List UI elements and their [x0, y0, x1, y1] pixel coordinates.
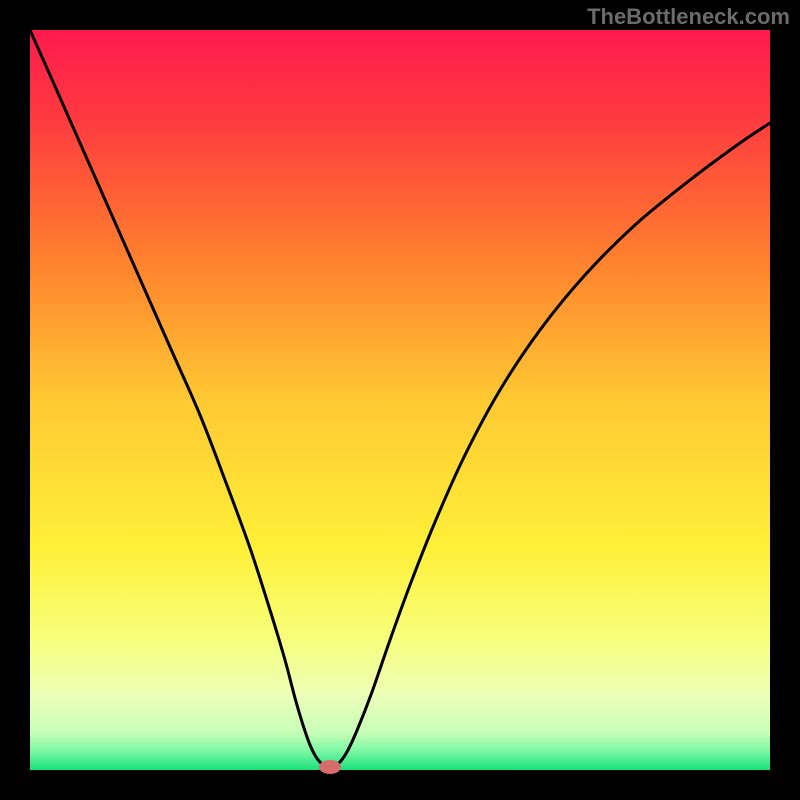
- chart-frame: TheBottleneck.com: [0, 0, 800, 800]
- watermark-text: TheBottleneck.com: [587, 4, 790, 30]
- plot-background: [30, 30, 770, 770]
- bottleneck-chart: [0, 0, 800, 800]
- optimal-marker: [319, 760, 341, 774]
